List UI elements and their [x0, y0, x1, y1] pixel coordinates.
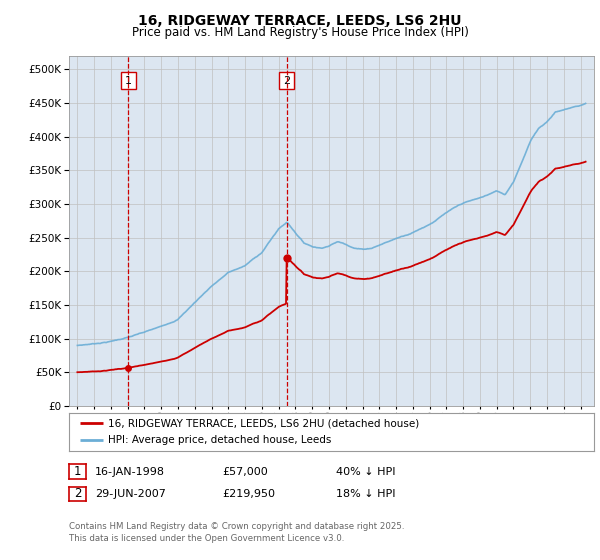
Text: 2: 2	[283, 76, 290, 86]
Text: HPI: Average price, detached house, Leeds: HPI: Average price, detached house, Leed…	[109, 435, 332, 445]
Text: 1: 1	[125, 76, 132, 86]
Text: £219,950: £219,950	[222, 489, 275, 499]
Text: 16, RIDGEWAY TERRACE, LEEDS, LS6 2HU: 16, RIDGEWAY TERRACE, LEEDS, LS6 2HU	[138, 14, 462, 28]
Text: 40% ↓ HPI: 40% ↓ HPI	[336, 466, 395, 477]
Text: £57,000: £57,000	[222, 466, 268, 477]
Text: 1: 1	[74, 465, 81, 478]
Text: 2: 2	[74, 487, 81, 501]
Text: Price paid vs. HM Land Registry's House Price Index (HPI): Price paid vs. HM Land Registry's House …	[131, 26, 469, 39]
Text: 16, RIDGEWAY TERRACE, LEEDS, LS6 2HU (detached house): 16, RIDGEWAY TERRACE, LEEDS, LS6 2HU (de…	[109, 418, 419, 428]
Text: 18% ↓ HPI: 18% ↓ HPI	[336, 489, 395, 499]
Text: Contains HM Land Registry data © Crown copyright and database right 2025.
This d: Contains HM Land Registry data © Crown c…	[69, 522, 404, 543]
Text: 29-JUN-2007: 29-JUN-2007	[95, 489, 166, 499]
Text: 16-JAN-1998: 16-JAN-1998	[95, 466, 165, 477]
